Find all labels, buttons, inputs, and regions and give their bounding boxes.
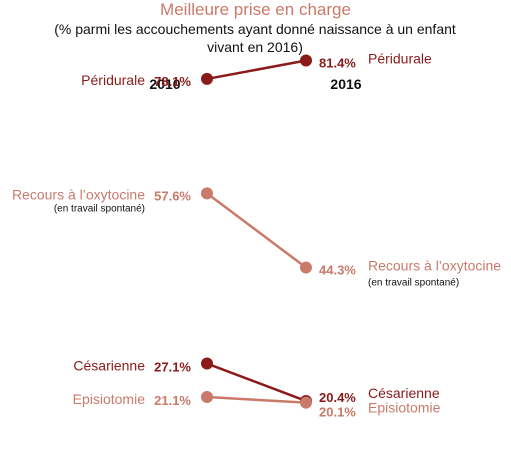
series-label-right-episiotomie: Episiotomie <box>368 400 441 416</box>
series-label-right-ce-sarienne: Césarienne <box>368 385 440 401</box>
value-label-2016-recours-a-l-oxytocine: 44.3% <box>319 263 356 278</box>
series-note-left-recours-a-l-oxytocine: (en travail spontané) <box>54 203 145 214</box>
series-label-right-pe-ridurale: Péridurale <box>368 51 432 67</box>
series-line-ce-sarienne <box>206 362 307 403</box>
series-line-pe-ridurale <box>206 59 307 81</box>
chart-title: Meilleure prise en charge <box>160 0 351 19</box>
series-line-recours-a-l-oxytocine <box>206 192 307 269</box>
value-label-2016-ce-sarienne: 20.4% <box>319 390 356 405</box>
series-label-left-episiotomie: Episiotomie <box>73 391 146 407</box>
series-label-left-recours-a-l-oxytocine: Recours à l’oxytocine <box>12 186 145 202</box>
value-label-2016-pe-ridurale: 81.4% <box>319 56 356 71</box>
series-line-episiotomie <box>206 395 307 404</box>
point-2016-recours-a-l-oxytocine <box>300 261 312 274</box>
series-label-left-pe-ridurale: Péridurale <box>81 72 145 88</box>
point-2016-pe-ridurale <box>300 54 312 67</box>
point-2016-episiotomie <box>300 396 312 409</box>
x-header-2016: 2016 <box>330 76 361 92</box>
point-2010-episiotomie <box>201 391 213 404</box>
series-label-left-ce-sarienne: Césarienne <box>73 358 145 374</box>
value-label-2010-recours-a-l-oxytocine: 57.6% <box>154 188 191 203</box>
point-2010-pe-ridurale <box>201 72 213 85</box>
chart-subtitle: (% parmi les accouchements ayant donné n… <box>54 21 456 55</box>
point-2010-recours-a-l-oxytocine <box>201 187 213 200</box>
series-note-right-recours-a-l-oxytocine: (en travail spontané) <box>368 278 459 289</box>
series-label-right-recours-a-l-oxytocine: Recours à l’oxytocine <box>368 258 501 274</box>
value-label-2010-pe-ridurale: 78.1% <box>154 74 191 89</box>
value-label-2010-ce-sarienne: 27.1% <box>154 360 191 375</box>
value-label-2010-episiotomie: 21.1% <box>154 393 191 408</box>
point-2010-ce-sarienne <box>201 357 213 370</box>
value-label-2016-episiotomie: 20.1% <box>319 405 356 420</box>
x-header-2010: 2010 <box>149 76 180 92</box>
